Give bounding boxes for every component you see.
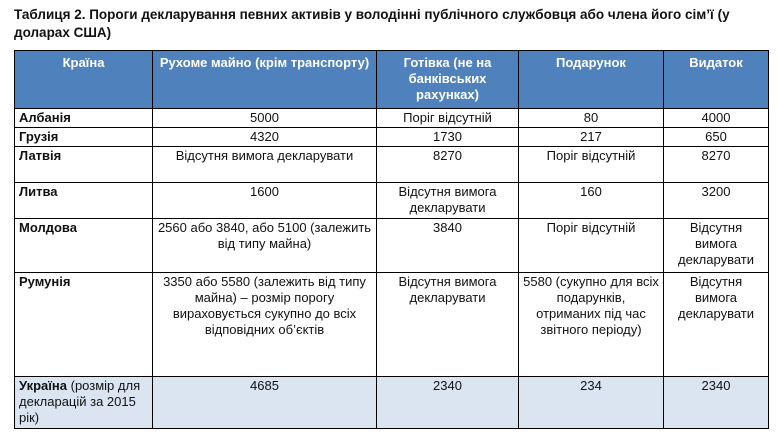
- cell-movable: 3350 або 5580 (залежить від типу майна) …: [152, 272, 377, 377]
- cell-cash: 2340: [376, 376, 519, 429]
- cell-movable: Відсутня вимога декларувати: [152, 146, 377, 183]
- country-name: Україна: [19, 378, 68, 393]
- cell-expense: 3200: [663, 182, 769, 219]
- cell-country: Румунія: [14, 272, 153, 377]
- cell-expense: 8270: [663, 146, 769, 183]
- table-caption: Таблиця 2. Пороги декларування певних ак…: [14, 7, 730, 40]
- cell-expense: 4000: [663, 108, 769, 128]
- cell-expense: Відсутня вимога декларувати: [663, 272, 769, 377]
- cell-movable: 4685: [152, 376, 377, 429]
- cell-expense: 650: [663, 127, 769, 147]
- cell-gift: 5580 (сукупно для всіх подарунків, отрим…: [518, 272, 664, 377]
- cell-expense: 2340: [663, 376, 769, 429]
- cell-country: Латвія: [14, 146, 153, 183]
- table-row: Литва 1600 Відсутня вимога декларувати 1…: [14, 182, 769, 219]
- table-row: Албанія 5000 Поріг відсутній 80 4000: [14, 108, 769, 128]
- table-row-ukraine: Україна (розмір для декларацій за 2015 р…: [14, 376, 769, 429]
- cell-movable: 1600: [152, 182, 377, 219]
- cell-country: Україна (розмір для декларацій за 2015 р…: [14, 376, 153, 429]
- header-movable-property: Рухоме майно (крім транспорту): [152, 50, 377, 109]
- table-row: Латвія Відсутня вимога декларувати 8270 …: [14, 146, 769, 183]
- cell-cash: Поріг відсутній: [376, 108, 519, 128]
- cell-country: Албанія: [14, 108, 153, 128]
- cell-gift: 217: [518, 127, 664, 147]
- header-cash: Готівка (не на банківських рахунках): [376, 50, 519, 109]
- cell-country: Грузія: [14, 127, 153, 147]
- cell-cash: Відсутня вимога декларувати: [376, 272, 519, 377]
- cell-gift: Поріг відсутній: [518, 146, 664, 183]
- header-country: Країна: [14, 50, 153, 109]
- cell-country: Литва: [14, 182, 153, 219]
- header-gift: Подарунок: [518, 50, 664, 109]
- cell-movable: 2560 або 3840, або 5100 (залежить від ти…: [152, 218, 377, 273]
- table-header-row: Країна Рухоме майно (крім транспорту) Го…: [14, 50, 769, 109]
- cell-cash: 1730: [376, 127, 519, 147]
- cell-cash: Відсутня вимога декларувати: [376, 182, 519, 219]
- cell-gift: Поріг відсутній: [518, 218, 664, 273]
- cell-gift: 80: [518, 108, 664, 128]
- cell-expense: Відсутня вимога декларувати: [663, 218, 769, 273]
- table-row: Румунія 3350 або 5580 (залежить від типу…: [14, 272, 769, 377]
- cell-country: Молдова: [14, 218, 153, 273]
- cell-cash: 8270: [376, 146, 519, 183]
- cell-movable: 5000: [152, 108, 377, 128]
- table-row: Молдова 2560 або 3840, або 5100 (залежит…: [14, 218, 769, 273]
- country-note: (розмір для декларацій за 2015 рік): [19, 378, 141, 425]
- table-row: Грузія 4320 1730 217 650: [14, 127, 769, 147]
- thresholds-table: Країна Рухоме майно (крім транспорту) Го…: [14, 50, 769, 429]
- cell-movable: 4320: [152, 127, 377, 147]
- cell-cash: 3840: [376, 218, 519, 273]
- cell-gift: 234: [518, 376, 664, 429]
- header-expense: Видаток: [663, 50, 769, 109]
- cell-gift: 160: [518, 182, 664, 219]
